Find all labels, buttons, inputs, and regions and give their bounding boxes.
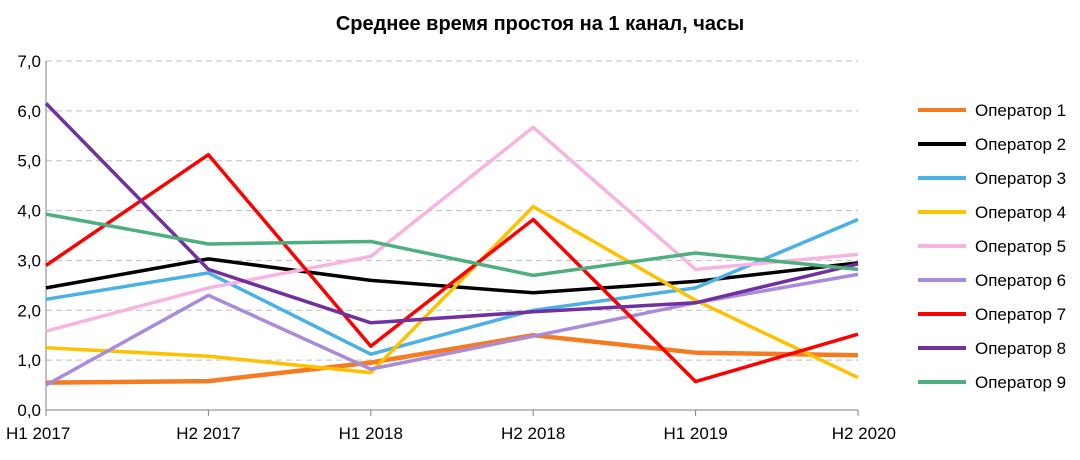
x-tick-label: H2 2017 [176,424,240,443]
legend-label: Оператор 3 [975,169,1066,188]
legend-label: Оператор 8 [975,339,1066,358]
axes: 0,0 1,0 2,0 3,0 4,0 5,0 6,0 7,0 H1 2017 H2 2017 H1… [6,52,896,443]
series-line-operator-3 [45,217,859,356]
legend-item-operator-4: Оператор 4 [918,203,1066,222]
legend-label: Оператор 6 [975,271,1066,290]
series-line-operator-8 [44,102,859,325]
legend-item-operator-7: Оператор 7 [918,305,1066,324]
y-tick-label: 1,0 [17,351,41,370]
series-line-operator-7 [45,152,859,384]
legend-label: Оператор 1 [975,101,1066,120]
legend-item-operator-9: Оператор 9 [918,373,1066,392]
legend-label: Оператор 5 [975,237,1066,256]
y-tick-label: 0,0 [17,401,41,420]
series-line-operator-5 [45,125,859,333]
series-line-operator-1 [45,332,859,385]
series-lines [44,102,859,387]
x-tick-label: H1 2018 [339,424,403,443]
series-line-operator-4 [45,204,859,380]
legend-item-operator-5: Оператор 5 [918,237,1066,256]
x-tick-label: H2 2018 [501,424,565,443]
x-tick-label: H2 2020 [832,424,896,443]
y-tick-label: 2,0 [17,301,41,320]
y-tick-label: 7,0 [17,52,41,71]
legend-item-operator-8: Оператор 8 [918,339,1066,358]
legend-item-operator-2: Оператор 2 [918,135,1066,154]
legend-label: Оператор 4 [975,203,1066,222]
y-tick-label: 3,0 [17,251,41,270]
y-tick-label: 5,0 [17,152,41,171]
grid [46,60,858,361]
chart-title: Среднее время простоя на 1 канал, часы [336,13,744,35]
x-tick-label: H1 2017 [6,424,70,443]
x-tick-label: H1 2019 [663,424,727,443]
y-tick-label: 4,0 [17,202,41,221]
legend: Оператор 1 Оператор 2 Оператор 3 Оператор 4… [918,101,1066,392]
legend-item-operator-1: Оператор 1 [918,101,1066,120]
legend-label: Оператор 2 [975,135,1066,154]
y-tick-label: 6,0 [17,102,41,121]
series-line-operator-9 [45,212,859,278]
legend-item-operator-3: Оператор 3 [918,169,1066,188]
legend-label: Оператор 9 [975,373,1066,392]
legend-label: Оператор 7 [975,305,1066,324]
legend-item-operator-6: Оператор 6 [918,271,1066,290]
